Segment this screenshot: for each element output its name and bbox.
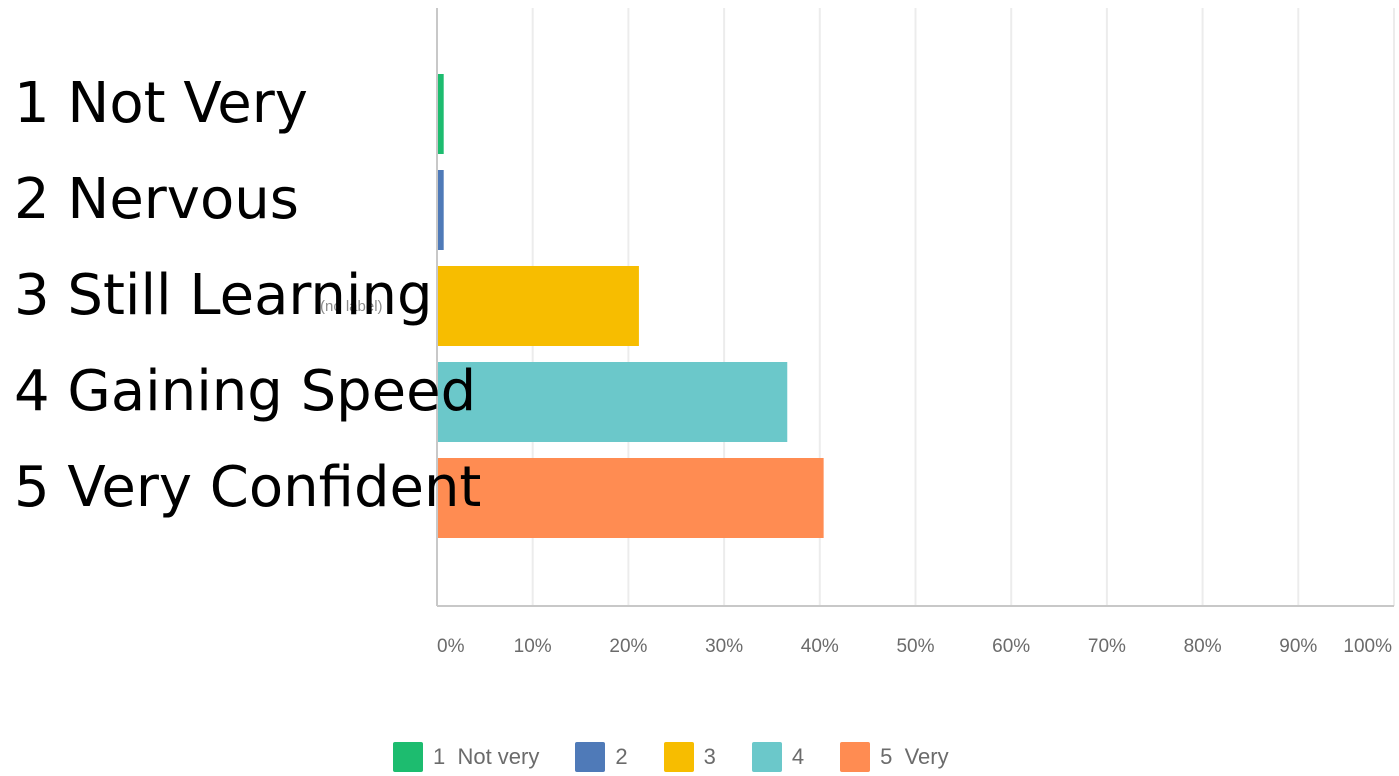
bar-2 <box>437 170 444 250</box>
x-tick-label: 10% <box>514 636 552 657</box>
legend-label-3: 3 <box>703 744 716 769</box>
x-tick-label: 50% <box>896 636 934 657</box>
no-label-text: (no label) <box>320 298 383 315</box>
category-label-1: 1 Not Very <box>14 71 308 136</box>
bar-4 <box>437 362 788 442</box>
bar-5 <box>437 458 824 538</box>
x-tick-label: 40% <box>801 636 839 657</box>
legend-swatch-4 <box>751 742 782 772</box>
x-tick-label: 70% <box>1088 636 1126 657</box>
legend-item-4: 4 <box>751 742 805 772</box>
legend-swatch-1 <box>393 742 423 772</box>
category-label-5: 5 Very Confident <box>14 455 482 520</box>
legend-label-2: 2 <box>615 744 628 769</box>
x-tick-label: 80% <box>1184 636 1222 657</box>
gridlines <box>531 8 1395 606</box>
legend-swatch-2 <box>575 742 606 772</box>
category-label-2: 2 Nervous <box>14 167 299 232</box>
x-tick-label: 60% <box>992 636 1030 657</box>
category-label-3: 3 Still Learning <box>14 263 433 328</box>
legend-item-5: 5 Very <box>840 742 949 772</box>
legend-label-5: 5 Very <box>880 744 949 769</box>
legend-swatch-5 <box>840 742 871 772</box>
bar-1 <box>437 74 444 154</box>
legend-label-4: 4 <box>791 744 805 769</box>
legend-item-1: 1 Not very <box>393 742 539 772</box>
x-tick-label: 20% <box>609 636 647 657</box>
legend-item-3: 3 <box>663 742 716 772</box>
x-tick-label: 100% <box>1343 636 1392 657</box>
x-tick-label: 90% <box>1279 636 1317 657</box>
legend: 1 Not very 2 3 4 5 Very <box>393 742 985 772</box>
category-label-4: 4 Gaining Speed <box>14 359 477 424</box>
x-tick-label: 30% <box>705 636 743 657</box>
x-tick-labels: 0% 10% 20% 30% 40% 50% 60% 70% 80% 90% 100% <box>437 636 1392 657</box>
x-tick-label: 0% <box>437 636 465 657</box>
bar-3 <box>437 266 639 346</box>
legend-item-2: 2 <box>575 742 628 772</box>
legend-label-1: 1 Not very <box>433 744 540 769</box>
legend-swatch-3 <box>663 742 694 772</box>
bars <box>437 74 824 538</box>
